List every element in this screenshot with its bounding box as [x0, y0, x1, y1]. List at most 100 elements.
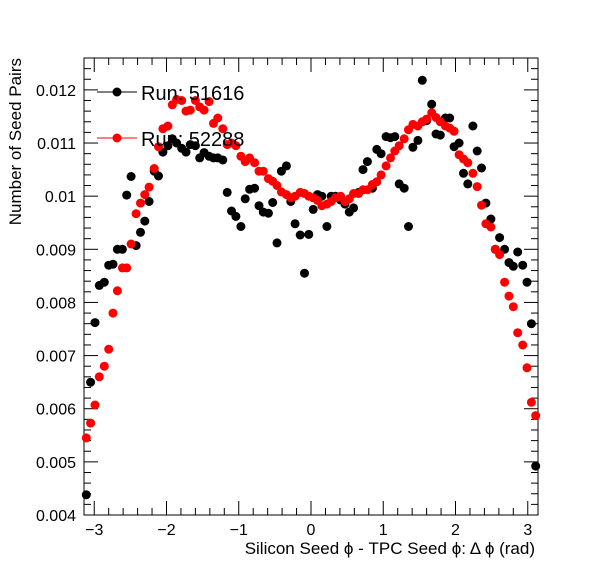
data-point: [386, 153, 395, 163]
x-tick-label: −1: [230, 522, 248, 539]
data-point: [199, 105, 209, 115]
data-point: [86, 377, 96, 387]
data-point: [399, 134, 409, 144]
y-tick-label: 0.006: [36, 402, 76, 419]
data-point: [394, 141, 404, 151]
y-tick-label: 0.008: [36, 295, 76, 312]
data-point: [468, 121, 478, 131]
data-point: [513, 247, 523, 257]
data-point: [526, 397, 536, 407]
x-tick-label: 2: [451, 522, 460, 539]
data-point: [250, 158, 260, 168]
data-point: [472, 182, 482, 192]
data-point: [94, 372, 104, 382]
data-point: [268, 198, 278, 207]
x-tick-label: −2: [157, 522, 175, 539]
data-point: [190, 141, 200, 151]
data-point: [154, 171, 163, 181]
data-point: [258, 166, 268, 176]
data-point: [122, 190, 132, 200]
data-point: [381, 161, 391, 171]
data-point: [322, 222, 332, 231]
data-point: [463, 179, 473, 189]
data-point: [413, 135, 423, 145]
data-point: [449, 126, 459, 136]
data-point: [472, 146, 482, 156]
data-point: [349, 203, 359, 213]
data-point: [136, 227, 145, 237]
x-tick-label: 0: [307, 522, 316, 539]
data-point: [495, 233, 505, 243]
data-point: [177, 96, 187, 105]
data-point: [163, 121, 173, 131]
series-red-markers: [81, 94, 541, 443]
data-point: [185, 105, 195, 115]
data-point: [149, 164, 159, 173]
data-point: [445, 113, 455, 123]
data-point: [500, 277, 510, 287]
data-point: [272, 238, 282, 248]
data-point: [518, 260, 528, 270]
y-tick-label: 0.009: [36, 242, 76, 259]
data-point: [272, 181, 282, 190]
y-tick-label: 0.005: [36, 455, 76, 472]
legend-marker: [112, 133, 122, 143]
data-markers: [81, 75, 541, 500]
data-point: [163, 141, 173, 151]
y-tick-label: 0.011: [37, 136, 76, 153]
data-point: [99, 361, 109, 371]
data-point: [281, 161, 291, 171]
series-black-markers: [81, 75, 541, 500]
data-point: [254, 201, 264, 211]
data-point: [463, 158, 473, 168]
data-point: [399, 183, 409, 193]
data-point: [362, 157, 372, 167]
data-point: [81, 433, 91, 443]
data-point: [300, 268, 309, 278]
data-point: [508, 261, 518, 271]
data-point: [372, 177, 382, 187]
data-point: [126, 172, 136, 181]
data-point: [104, 344, 114, 354]
data-point: [263, 208, 273, 218]
data-point: [417, 75, 427, 85]
data-point: [250, 183, 260, 193]
data-point: [131, 209, 141, 219]
data-point: [222, 187, 232, 197]
data-point: [427, 99, 437, 109]
x-tick-label: 1: [379, 522, 388, 539]
data-point: [522, 363, 532, 373]
data-point: [231, 211, 241, 221]
data-point: [236, 222, 246, 231]
data-point: [477, 200, 486, 210]
y-tick-label: 0.01: [45, 189, 76, 206]
data-point: [112, 286, 122, 296]
data-point: [140, 190, 150, 200]
data-point: [90, 400, 100, 410]
data-point: [504, 291, 514, 301]
data-point: [108, 308, 118, 318]
legend-label: Run: 51616: [141, 83, 244, 105]
data-point: [308, 204, 318, 214]
data-point: [181, 147, 191, 157]
x-tick-label: 3: [523, 522, 532, 539]
data-point: [459, 168, 468, 178]
legend-label: Run: 52288: [141, 129, 244, 151]
data-point: [144, 182, 154, 192]
data-point: [508, 302, 518, 312]
data-point: [213, 113, 223, 123]
data-point: [218, 124, 228, 134]
data-point: [108, 259, 118, 269]
data-point: [531, 411, 541, 421]
data-point: [290, 219, 300, 229]
data-point: [144, 197, 154, 206]
data-point: [454, 138, 464, 148]
data-point: [218, 155, 228, 165]
data-point: [117, 244, 127, 254]
data-point: [86, 418, 96, 428]
data-point: [304, 229, 314, 239]
data-point: [518, 340, 528, 350]
data-point: [435, 130, 445, 140]
data-point: [522, 277, 532, 287]
